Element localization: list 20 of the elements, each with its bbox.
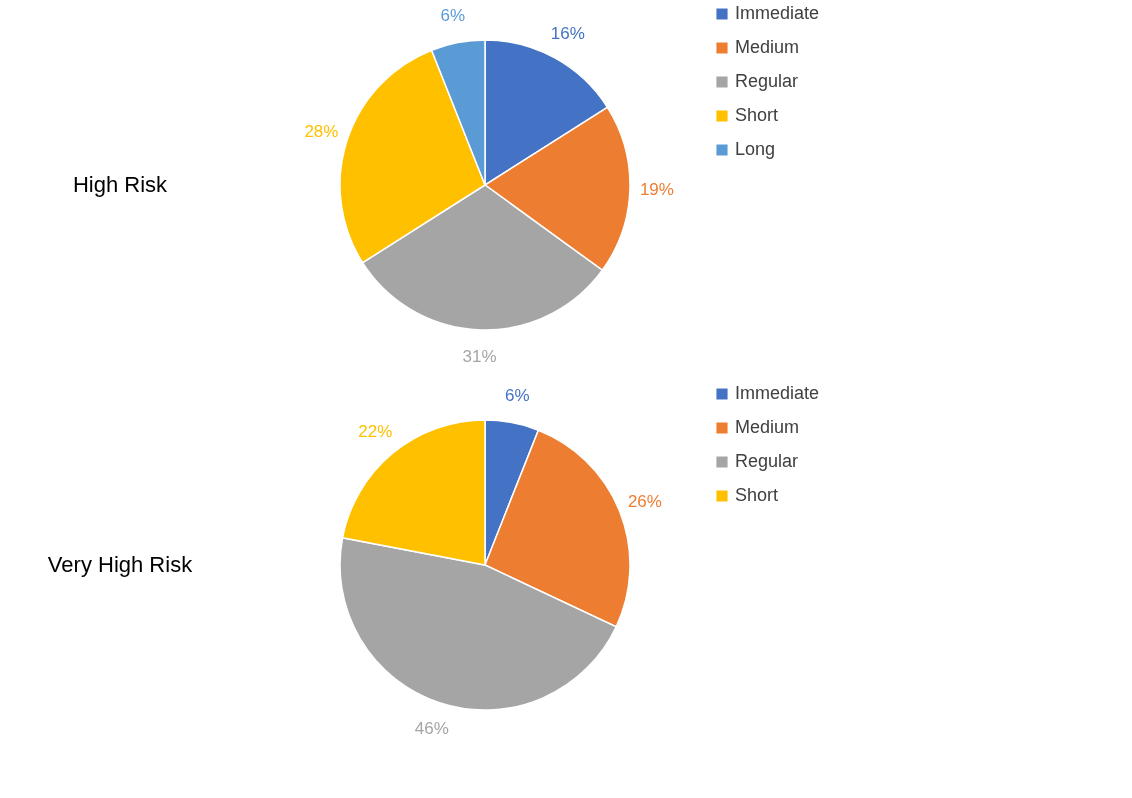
legend-label: Regular bbox=[735, 451, 799, 471]
data-label: 22% bbox=[358, 422, 393, 442]
legend-label: Immediate bbox=[735, 3, 820, 23]
legend-label: Long bbox=[735, 139, 776, 159]
text: High Risk bbox=[72, 172, 169, 197]
data-label: 16% bbox=[550, 24, 585, 44]
data-label: 46% bbox=[414, 718, 449, 738]
legend-label: Medium bbox=[735, 417, 800, 437]
legend-label: Short bbox=[735, 105, 779, 125]
data-label: 28% bbox=[304, 121, 339, 141]
data-label: 26% bbox=[627, 491, 662, 511]
data-label: 6% bbox=[504, 386, 530, 406]
legend-label: Short bbox=[735, 485, 779, 505]
legend-label: Regular bbox=[735, 71, 799, 91]
data-label: 6% bbox=[440, 6, 466, 26]
legend-label: Medium bbox=[735, 37, 800, 57]
data-label: 31% bbox=[462, 346, 497, 366]
legend-label: Immediate bbox=[735, 383, 820, 403]
data-label: 19% bbox=[639, 180, 674, 200]
text: Very High Risk bbox=[47, 552, 194, 577]
